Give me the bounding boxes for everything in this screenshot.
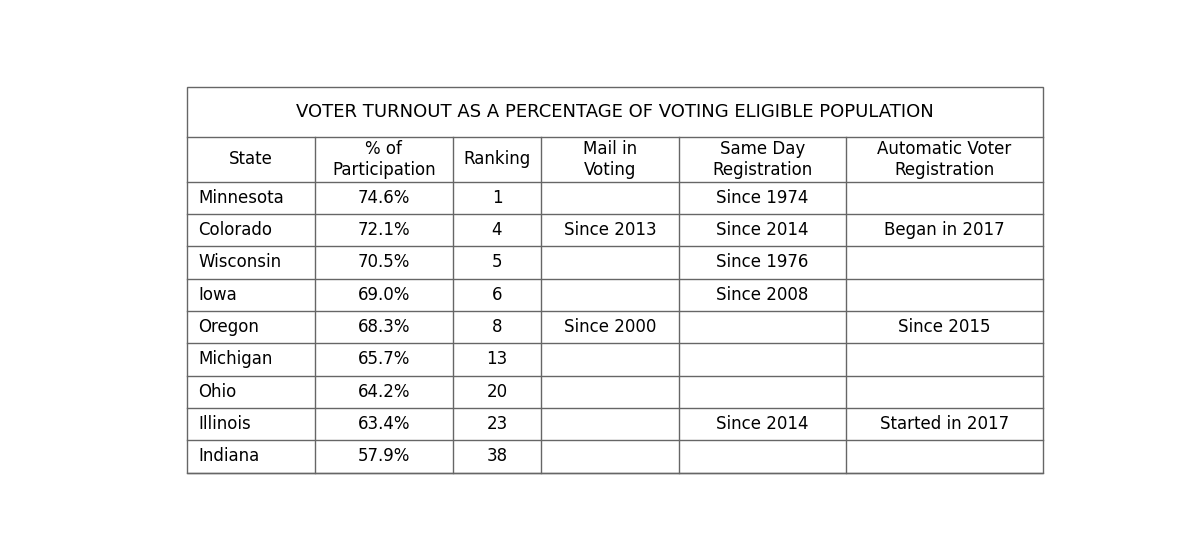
Text: Started in 2017: Started in 2017 (880, 415, 1009, 433)
Text: Illinois: Illinois (198, 415, 251, 433)
Text: 57.9%: 57.9% (358, 447, 410, 465)
Text: 65.7%: 65.7% (358, 350, 410, 369)
Text: % of
Participation: % of Participation (332, 140, 436, 179)
Text: Minnesota: Minnesota (198, 189, 284, 207)
Text: Automatic Voter
Registration: Automatic Voter Registration (877, 140, 1012, 179)
Text: 5: 5 (492, 254, 503, 271)
Text: Since 2000: Since 2000 (564, 318, 656, 336)
Text: 68.3%: 68.3% (358, 318, 410, 336)
Text: 8: 8 (492, 318, 503, 336)
Text: State: State (229, 151, 274, 168)
Text: 6: 6 (492, 286, 503, 304)
Text: 20: 20 (486, 383, 508, 401)
Text: Wisconsin: Wisconsin (198, 254, 282, 271)
Text: 63.4%: 63.4% (358, 415, 410, 433)
Text: Iowa: Iowa (198, 286, 238, 304)
Text: Michigan: Michigan (198, 350, 272, 369)
Text: Since 1974: Since 1974 (716, 189, 809, 207)
Text: Since 2014: Since 2014 (716, 415, 809, 433)
Text: Ranking: Ranking (463, 151, 530, 168)
Text: Oregon: Oregon (198, 318, 259, 336)
Text: 13: 13 (486, 350, 508, 369)
Text: VOTER TURNOUT AS A PERCENTAGE OF VOTING ELIGIBLE POPULATION: VOTER TURNOUT AS A PERCENTAGE OF VOTING … (296, 103, 934, 121)
Text: 72.1%: 72.1% (358, 221, 410, 239)
Text: 1: 1 (492, 189, 503, 207)
Text: 70.5%: 70.5% (358, 254, 410, 271)
Text: Since 2008: Since 2008 (716, 286, 809, 304)
Text: Ohio: Ohio (198, 383, 236, 401)
Text: 38: 38 (486, 447, 508, 465)
Text: Colorado: Colorado (198, 221, 272, 239)
Text: Began in 2017: Began in 2017 (884, 221, 1004, 239)
Text: Same Day
Registration: Same Day Registration (713, 140, 812, 179)
Text: Indiana: Indiana (198, 447, 259, 465)
Text: Since 2014: Since 2014 (716, 221, 809, 239)
Text: Mail in
Voting: Mail in Voting (583, 140, 637, 179)
Text: 74.6%: 74.6% (358, 189, 410, 207)
Text: Since 1976: Since 1976 (716, 254, 809, 271)
Text: 23: 23 (486, 415, 508, 433)
Text: 64.2%: 64.2% (358, 383, 410, 401)
Text: 4: 4 (492, 221, 503, 239)
Text: Since 2013: Since 2013 (564, 221, 656, 239)
Text: 69.0%: 69.0% (358, 286, 410, 304)
Text: Since 2015: Since 2015 (899, 318, 991, 336)
